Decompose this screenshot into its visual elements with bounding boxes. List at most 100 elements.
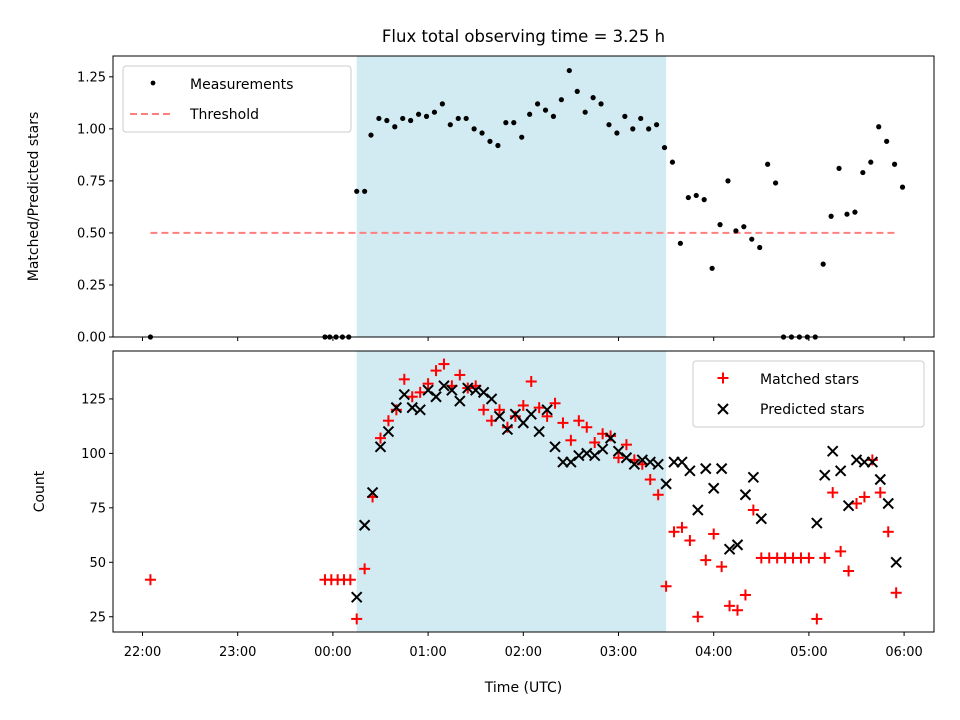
predicted-star-point xyxy=(740,490,750,500)
measurement-point xyxy=(472,126,477,131)
xtick-label: 04:00 xyxy=(695,645,732,660)
measurement-point xyxy=(354,189,359,194)
measurement-point xyxy=(773,180,778,185)
measurement-point xyxy=(741,224,746,229)
bottom-ytick-label: 100 xyxy=(81,447,106,462)
predicted-star-point xyxy=(836,466,846,476)
matched-star-point xyxy=(145,574,156,585)
measurement-point xyxy=(622,114,627,119)
x-axis-label: Time (UTC) xyxy=(484,680,562,696)
predicted-star-point xyxy=(891,557,901,567)
xtick-label: 01:00 xyxy=(409,645,446,660)
measurement-point xyxy=(829,214,834,219)
xtick-label: 03:00 xyxy=(600,645,637,660)
measurement-point xyxy=(662,145,667,150)
top-y-axis-label: Matched/Predicted stars xyxy=(26,112,42,282)
top-ytick-label: 1.25 xyxy=(77,70,106,85)
measurement-point xyxy=(400,116,405,121)
predicted-star-point xyxy=(844,501,854,511)
measurement-point xyxy=(575,89,580,94)
matched-star-point xyxy=(708,528,719,539)
matched-star-point xyxy=(875,487,886,498)
star-count-panel: 25 50 75 100 125 22:00 23:00 00:00 01:00 02:00 03… xyxy=(32,351,934,696)
matched-star-point xyxy=(867,454,878,465)
matched-star-point xyxy=(692,611,703,622)
bottom-ytick-label: 125 xyxy=(81,392,106,407)
measurement-point xyxy=(527,112,532,117)
measurements-legend-marker xyxy=(151,81,156,86)
predicted-star-point xyxy=(693,505,703,515)
predicted-star-point xyxy=(883,498,893,508)
measurement-point xyxy=(503,120,508,125)
measurement-point xyxy=(384,118,389,123)
measurement-point xyxy=(702,197,707,202)
measurement-point xyxy=(376,116,381,121)
top-ytick-label: 0.00 xyxy=(77,331,106,346)
measurement-point xyxy=(860,170,865,175)
top-legend: Measurements Threshold xyxy=(123,66,351,132)
measurement-point xyxy=(646,126,651,131)
matched-star-point xyxy=(883,526,894,537)
measurement-point xyxy=(495,143,500,148)
flux-ratio-panel: 0.00 0.25 0.50 0.75 1.00 1.25 Flux total obse… xyxy=(26,27,934,346)
predicted-star-point xyxy=(717,464,727,474)
bottom-ytick-label: 75 xyxy=(89,501,106,516)
predicted-star-point xyxy=(875,475,885,485)
bottom-ytick-label: 25 xyxy=(89,610,106,625)
observing-window-span xyxy=(357,56,666,337)
measurement-point xyxy=(678,241,683,246)
xtick-label: 06:00 xyxy=(885,645,922,660)
chart-title: Flux total observing time = 3.25 h xyxy=(382,27,665,46)
measurement-point xyxy=(868,160,873,165)
measurement-point xyxy=(686,195,691,200)
matched-star-point xyxy=(859,491,870,502)
predicted-star-point xyxy=(748,472,758,482)
measurement-point xyxy=(606,122,611,127)
measurement-point xyxy=(448,122,453,127)
measurement-point xyxy=(876,124,881,129)
measurement-point xyxy=(821,262,826,267)
measurement-point xyxy=(638,116,643,121)
xtick-label: 23:00 xyxy=(219,645,256,660)
measurement-point xyxy=(519,135,524,140)
measurement-point xyxy=(900,185,905,190)
bottom-ytick-label: 50 xyxy=(89,556,106,571)
measurement-point xyxy=(717,222,722,227)
matched-star-point xyxy=(740,589,751,600)
measurement-point xyxy=(567,68,572,73)
measurement-point xyxy=(725,178,730,183)
threshold-legend-label: Threshold xyxy=(189,107,259,123)
xtick-label: 22:00 xyxy=(124,645,161,660)
measurement-point xyxy=(852,210,857,215)
measurement-point xyxy=(884,139,889,144)
bottom-y-ticks: 25 50 75 100 125 xyxy=(81,392,113,625)
top-ytick-label: 0.25 xyxy=(77,278,106,293)
measurement-point xyxy=(892,162,897,167)
top-ytick-label: 0.75 xyxy=(77,174,106,189)
predicted-star-point xyxy=(852,455,862,465)
matched-star-point xyxy=(835,546,846,557)
measurement-point xyxy=(479,130,484,135)
measurement-point xyxy=(670,160,675,165)
figure: 0.000.250.500.751.001.25 Flux total obse… xyxy=(0,0,960,720)
matched-star-point xyxy=(827,487,838,498)
measurement-point xyxy=(440,101,445,106)
top-y-ticks: 0.00 0.25 0.50 0.75 1.00 1.25 xyxy=(77,70,113,345)
predicted-star-point xyxy=(812,518,822,528)
predicted-star-point xyxy=(756,514,766,524)
measurement-point xyxy=(765,162,770,167)
measurement-point xyxy=(844,212,849,217)
measurement-point xyxy=(630,126,635,131)
matched-star-point xyxy=(803,552,814,563)
measurement-point xyxy=(487,139,492,144)
matched-star-point xyxy=(891,587,902,598)
measurement-point xyxy=(614,130,619,135)
measurements-legend-label: Measurements xyxy=(190,77,293,93)
predicted-star-point xyxy=(685,466,695,476)
measurement-point xyxy=(749,237,754,242)
top-ytick-label: 0.50 xyxy=(77,226,106,241)
measurement-point xyxy=(559,97,564,102)
matched-star-point xyxy=(819,552,830,563)
measurement-point xyxy=(543,108,548,113)
measurement-point xyxy=(432,110,437,115)
